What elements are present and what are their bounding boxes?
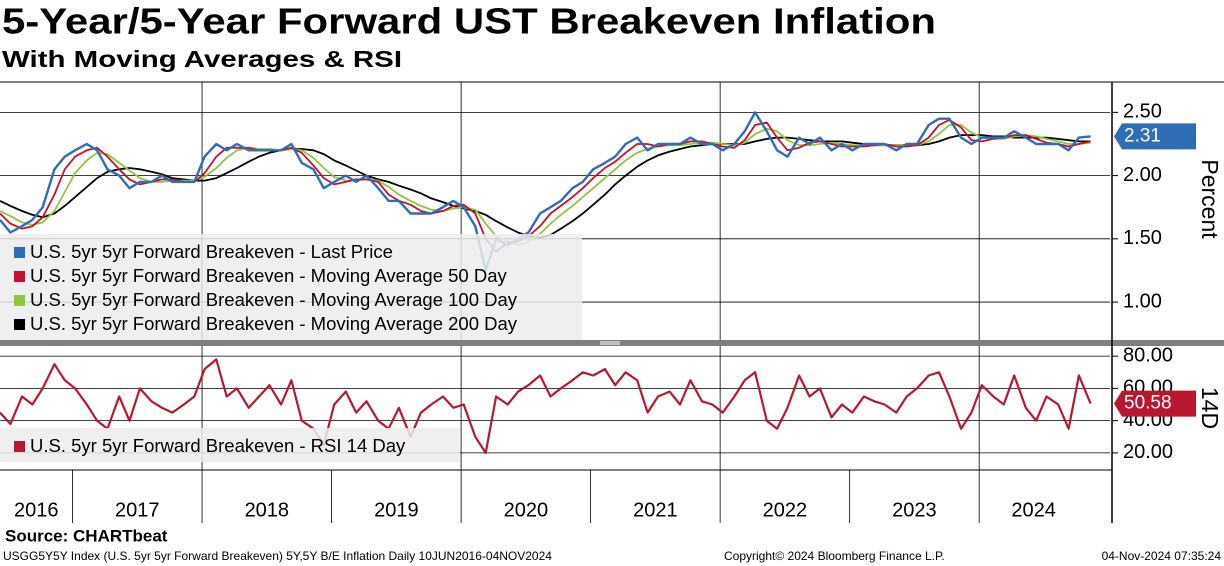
footer-center: Copyright© 2024 Bloomberg Finance L.P.	[724, 549, 945, 563]
last-value-tag	[1114, 390, 1196, 417]
x-tick-label: 2024	[1011, 499, 1056, 521]
y-tick-label: 2.00	[1123, 164, 1162, 186]
legend-label: U.S. 5yr 5yr Forward Breakeven - RSI 14 …	[30, 435, 406, 456]
legend-box	[0, 428, 460, 462]
y-axis-label: 14D	[1197, 387, 1223, 429]
separator-handle	[600, 341, 620, 345]
chart-subtitle: With Moving Averages & RSI	[2, 46, 402, 72]
legend-label: U.S. 5yr 5yr Forward Breakeven - Last Pr…	[30, 241, 393, 262]
series-line	[0, 111, 1091, 272]
legend-label: U.S. 5yr 5yr Forward Breakeven - Moving …	[30, 289, 518, 310]
x-tick-label: 2021	[633, 499, 678, 521]
legend-swatch	[14, 319, 25, 330]
legend-swatch	[14, 247, 25, 258]
last-value-label: 2.31	[1124, 125, 1161, 146]
y-axis-label: Percent	[1197, 159, 1223, 239]
y-tick-label: 2.50	[1123, 101, 1162, 123]
legend-label: U.S. 5yr 5yr Forward Breakeven - Moving …	[30, 265, 508, 286]
y-tick-label: 1.50	[1123, 227, 1162, 249]
series-line	[0, 358, 1092, 454]
footer-left: USGG5Y5Y Index (U.S. 5yr 5yr Forward Bre…	[3, 549, 552, 563]
x-tick-label: 2020	[504, 499, 549, 521]
x-tick-label: 2022	[763, 499, 808, 521]
footer-right: 04-Nov-2024 07:35:24	[1102, 549, 1222, 563]
series-line	[0, 119, 1091, 253]
legend-label: U.S. 5yr 5yr Forward Breakeven - Moving …	[30, 313, 518, 334]
x-tick-label: 2018	[245, 499, 290, 521]
legend-box	[0, 234, 582, 340]
last-value-tag	[1114, 123, 1196, 150]
x-tick-label: 2016	[14, 499, 59, 521]
x-tick-label: 2019	[374, 499, 419, 521]
legend-swatch	[14, 441, 25, 452]
y-tick-label: 1.00	[1123, 290, 1162, 312]
y-tick-label: 20.00	[1123, 441, 1173, 463]
y-tick-label: 80.00	[1123, 344, 1173, 366]
chart-title: 5-Year/5-Year Forward UST Breakeven Infl…	[2, 1, 936, 42]
x-tick-label: 2017	[115, 499, 160, 521]
last-value-label: 50.58	[1124, 393, 1172, 414]
source: Source: CHARTbeat	[5, 526, 168, 545]
legend-swatch	[14, 271, 25, 282]
series-line	[0, 134, 1091, 239]
x-tick-label: 2023	[892, 499, 937, 521]
series-line	[0, 124, 1091, 246]
legend-swatch	[14, 295, 25, 306]
